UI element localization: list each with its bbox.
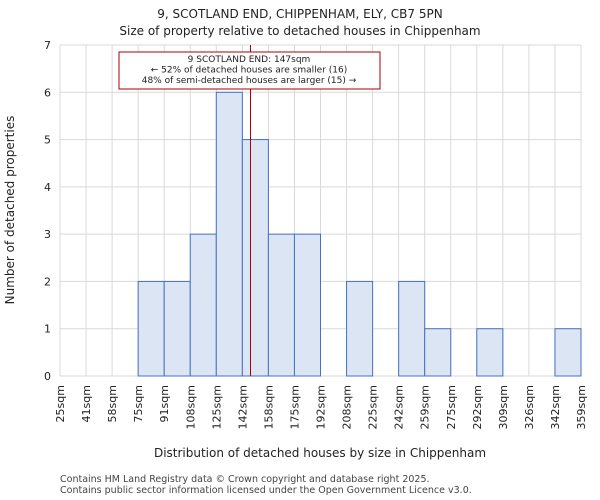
- x-tick-label: 58sqm: [106, 385, 119, 422]
- y-tick-labels: 0 1 2 3 4 5 6 7: [44, 39, 51, 383]
- chart-subtitle: Size of property relative to detached ho…: [119, 24, 480, 38]
- x-tick-label: 158sqm: [262, 385, 275, 429]
- annotation-line: ← 52% of detached houses are smaller (16…: [151, 66, 348, 76]
- x-tick-label: 342sqm: [549, 385, 562, 429]
- x-tick-label: 242sqm: [393, 385, 406, 429]
- bar: [267, 233, 295, 377]
- annotation-line: 48% of semi-detached houses are larger (…: [142, 76, 357, 86]
- bar: [476, 328, 504, 377]
- bar: [293, 233, 322, 377]
- bar: [163, 280, 191, 377]
- y-tick-label: 2: [44, 275, 51, 288]
- bar: [424, 328, 452, 377]
- x-tick-label: 259sqm: [419, 385, 432, 429]
- x-tick-label: 25sqm: [54, 385, 67, 422]
- y-tick-label: 5: [44, 134, 51, 147]
- y-tick-label: 1: [44, 323, 51, 336]
- y-tick-label: 0: [44, 370, 51, 383]
- bar: [215, 91, 243, 377]
- y-tick-label: 7: [44, 39, 51, 52]
- x-axis-label: Distribution of detached houses by size …: [154, 446, 486, 460]
- x-tick-label: 326sqm: [523, 385, 536, 429]
- x-tick-label: 292sqm: [471, 385, 484, 429]
- bars: [137, 91, 582, 377]
- x-tick-label: 275sqm: [445, 385, 458, 429]
- annotation-line: 9 SCOTLAND END: 147sqm: [188, 55, 311, 65]
- footer-line-1: Contains HM Land Registry data © Crown c…: [60, 474, 430, 485]
- chart-title: 9, SCOTLAND END, CHIPPENHAM, ELY, CB7 5P…: [157, 7, 442, 21]
- footer-line-2: Contains public sector information licen…: [60, 485, 472, 496]
- x-tick-label: 175sqm: [288, 385, 301, 429]
- x-tick-label: 125sqm: [210, 385, 223, 429]
- x-tick-label: 359sqm: [575, 385, 588, 429]
- bar: [398, 280, 426, 377]
- bar: [554, 328, 582, 377]
- x-tick-label: 75sqm: [132, 385, 145, 422]
- annotation-frame: [118, 51, 381, 90]
- x-tick-label: 91sqm: [158, 385, 171, 422]
- bar: [137, 280, 165, 377]
- x-tick-label: 309sqm: [497, 385, 510, 429]
- x-tick-label: 208sqm: [341, 385, 354, 429]
- x-tick-label: 225sqm: [367, 385, 380, 429]
- bar: [189, 233, 217, 377]
- y-axis-label: Number of detached properties: [3, 116, 17, 305]
- x-tick-label: 192sqm: [315, 385, 328, 429]
- bar: [346, 280, 374, 377]
- y-tick-label: 3: [44, 228, 51, 241]
- x-tick-label: 142sqm: [236, 385, 249, 429]
- bar: [241, 139, 269, 377]
- annotation-box: 9 SCOTLAND END: 147sqm← 52% of detached …: [118, 51, 381, 90]
- y-tick-label: 6: [44, 86, 51, 99]
- x-tick-label: 108sqm: [184, 385, 197, 429]
- x-tick-label: 41sqm: [80, 385, 93, 422]
- y-tick-label: 4: [44, 181, 51, 194]
- x-tick-labels: 25sqm 41sqm 58sqm 75sqm 91sqm 108sqm 125sqm 142…: [54, 385, 588, 429]
